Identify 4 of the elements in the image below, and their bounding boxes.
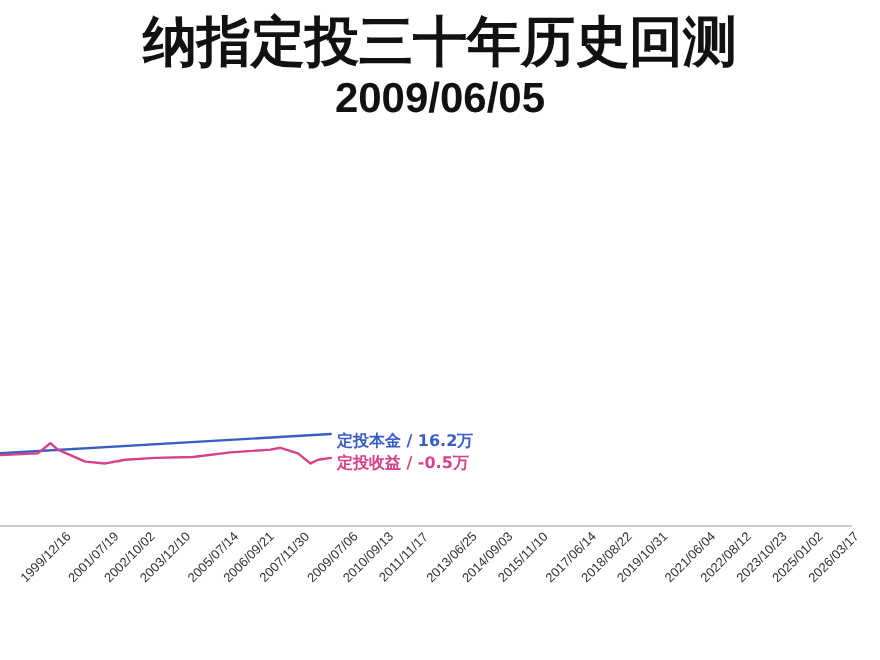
series-label: 定投本金 / 16.2万 [334, 430, 474, 450]
series-label: 定投收益 / -0.5万 [334, 452, 469, 472]
chart-title: 纳指定投三十年历史回测 [141, 12, 737, 74]
chart-subtitle: 2009/06/05 [334, 76, 546, 122]
